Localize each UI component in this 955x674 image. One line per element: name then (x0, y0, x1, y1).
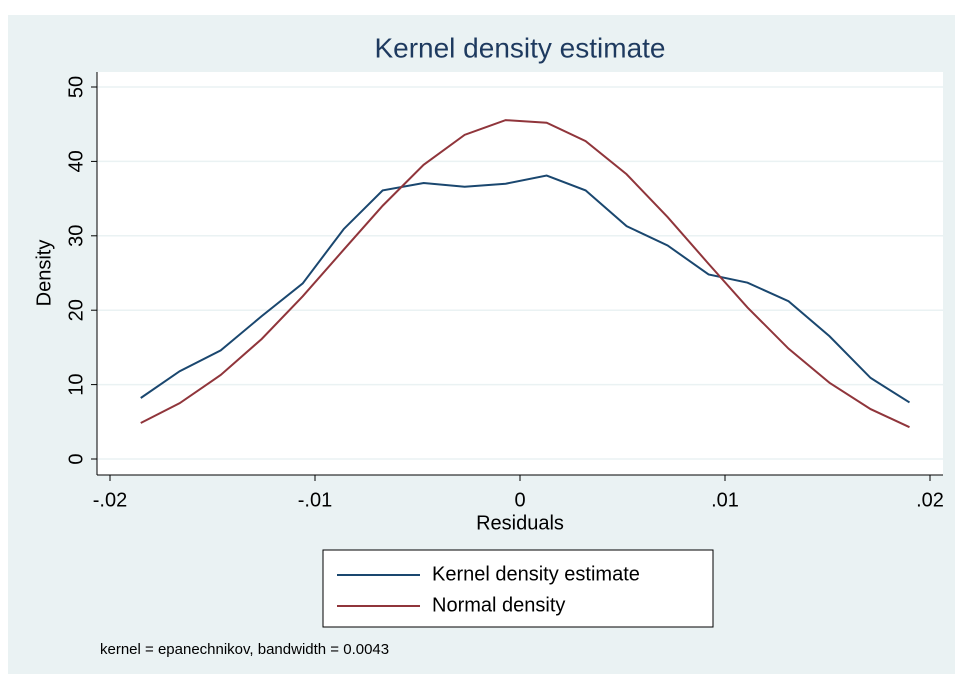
x-tick-label: 0 (514, 489, 525, 511)
note: kernel = epanechnikov, bandwidth = 0.004… (100, 641, 389, 658)
legend-label: Kernel density estimate (432, 563, 640, 585)
y-axis-label: Density (33, 240, 55, 307)
y-tick-label: 0 (65, 453, 87, 464)
plot-region (97, 72, 943, 475)
y-tick-label: 30 (65, 225, 87, 247)
chart-title: Kernel density estimate (374, 32, 665, 63)
legend (322, 549, 714, 628)
y-tick-label: 10 (65, 373, 87, 395)
x-tick-label: -.01 (298, 489, 332, 511)
x-tick-label: .02 (916, 489, 944, 511)
x-axis-label: Residuals (476, 512, 564, 534)
x-tick-label: -.02 (93, 489, 127, 511)
y-tick-label: 40 (65, 150, 87, 172)
y-tick-label: 50 (65, 76, 87, 98)
legend-label: Normal density (432, 594, 565, 616)
series-line (140, 119, 910, 429)
y-tick-label: 20 (65, 299, 87, 321)
series-line (140, 174, 911, 404)
x-tick-label: .01 (711, 489, 739, 511)
